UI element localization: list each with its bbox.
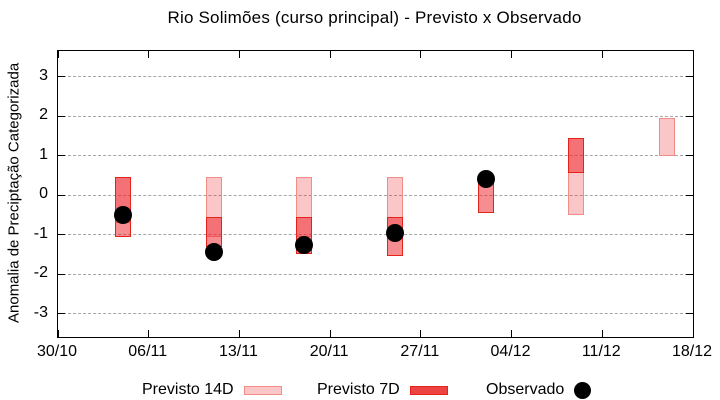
y-tick-right — [686, 194, 693, 196]
x-tick-bottom — [511, 330, 513, 337]
x-tick-top — [57, 51, 59, 58]
x-tick-label: 06/11 — [128, 343, 168, 360]
gridline — [58, 273, 693, 275]
x-tick-label: 04/12 — [490, 343, 531, 360]
legend-swatch-previsto-14d — [243, 385, 282, 395]
legend-item-observado: Observado — [486, 380, 592, 400]
y-tick-label: 1 — [39, 145, 48, 163]
x-tick-label: 20/11 — [309, 343, 349, 360]
y-tick-label: -2 — [33, 264, 48, 282]
x-tick-top — [329, 51, 331, 58]
x-tick-label: 27/11 — [400, 343, 440, 360]
forecast-box-7d — [205, 216, 222, 247]
y-tick-right — [686, 234, 693, 236]
x-tick-top — [692, 51, 694, 58]
y-tick-label: -3 — [33, 303, 48, 321]
x-tick-bottom — [329, 330, 331, 337]
legend-label-previsto-7d: Previsto 7D — [317, 381, 400, 398]
x-tick-top — [420, 51, 422, 58]
y-tick-label: 0 — [39, 185, 48, 203]
forecast-box-7d — [568, 137, 585, 174]
y-tick-right — [686, 273, 693, 275]
x-tick-bottom — [238, 330, 240, 337]
x-tick-bottom — [420, 330, 422, 337]
x-tick-top — [511, 51, 513, 58]
x-tick-top — [601, 51, 603, 58]
plot-area — [57, 50, 694, 338]
x-tick-label: 13/11 — [218, 343, 258, 360]
y-tick-left — [58, 234, 65, 236]
y-tick-right — [686, 155, 693, 157]
x-tick-label: 18/12 — [671, 343, 713, 360]
y-tick-right — [686, 76, 693, 78]
observed-point — [385, 223, 404, 242]
legend-label-observado: Observado — [486, 381, 565, 398]
y-tick-left — [58, 115, 65, 117]
gridline — [58, 234, 693, 236]
observed-point — [295, 235, 314, 254]
y-tick-label: 2 — [39, 106, 48, 124]
legend-observed-dot-icon — [574, 381, 592, 399]
forecast-box-14d — [659, 118, 676, 156]
gridline — [58, 155, 693, 157]
gridline — [58, 76, 693, 78]
gridline — [58, 194, 693, 196]
x-tick-label: 30/10 — [36, 343, 78, 360]
legend-item-previsto-14d: Previsto 14D — [142, 380, 282, 400]
y-tick-right — [686, 313, 693, 315]
x-tick-bottom — [601, 330, 603, 337]
chart-title: Rio Solimões (curso principal) - Previst… — [167, 8, 582, 27]
gridline — [58, 115, 693, 117]
y-tick-label: 3 — [39, 66, 48, 84]
x-tick-top — [238, 51, 240, 58]
y-tick-left — [58, 155, 65, 157]
observed-point — [113, 205, 132, 224]
x-tick-bottom — [57, 330, 59, 337]
observed-point — [476, 170, 495, 189]
y-tick-left — [58, 313, 65, 315]
legend-swatch-previsto-7d — [409, 385, 448, 395]
x-tick-bottom — [692, 330, 694, 337]
observed-point — [204, 243, 223, 262]
legend-item-previsto-7d: Previsto 7D — [317, 380, 448, 400]
y-tick-right — [686, 115, 693, 117]
x-tick-label: 11/12 — [581, 343, 621, 360]
gridline — [58, 313, 693, 315]
y-tick-left — [58, 273, 65, 275]
legend-label-previsto-14d: Previsto 14D — [142, 381, 234, 398]
y-tick-label: -1 — [33, 224, 48, 242]
x-tick-bottom — [148, 330, 150, 337]
x-tick-top — [148, 51, 150, 58]
y-tick-left — [58, 194, 65, 196]
y-tick-left — [58, 76, 65, 78]
